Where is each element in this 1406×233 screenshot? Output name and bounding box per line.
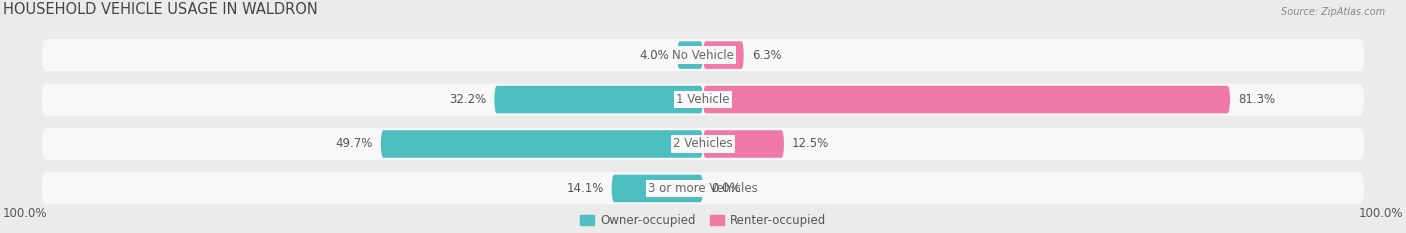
FancyBboxPatch shape [612, 175, 703, 202]
Text: 32.2%: 32.2% [449, 93, 486, 106]
Text: Source: ZipAtlas.com: Source: ZipAtlas.com [1281, 7, 1385, 17]
FancyBboxPatch shape [703, 41, 744, 69]
Text: 0.0%: 0.0% [711, 182, 741, 195]
Text: No Vehicle: No Vehicle [672, 49, 734, 62]
Text: 2 Vehicles: 2 Vehicles [673, 137, 733, 151]
FancyBboxPatch shape [42, 172, 1364, 204]
FancyBboxPatch shape [495, 86, 703, 113]
FancyBboxPatch shape [703, 130, 785, 158]
Text: 1 Vehicle: 1 Vehicle [676, 93, 730, 106]
FancyBboxPatch shape [42, 84, 1364, 116]
FancyBboxPatch shape [42, 128, 1364, 160]
Text: 100.0%: 100.0% [1358, 207, 1403, 220]
FancyBboxPatch shape [678, 41, 703, 69]
FancyBboxPatch shape [703, 86, 1230, 113]
FancyBboxPatch shape [381, 130, 703, 158]
Text: 49.7%: 49.7% [336, 137, 373, 151]
Text: 3 or more Vehicles: 3 or more Vehicles [648, 182, 758, 195]
Text: 81.3%: 81.3% [1237, 93, 1275, 106]
FancyBboxPatch shape [42, 39, 1364, 71]
Text: 12.5%: 12.5% [792, 137, 830, 151]
Text: 14.1%: 14.1% [567, 182, 603, 195]
Text: 100.0%: 100.0% [3, 207, 48, 220]
Legend: Owner-occupied, Renter-occupied: Owner-occupied, Renter-occupied [575, 209, 831, 232]
Text: 4.0%: 4.0% [640, 49, 669, 62]
Text: HOUSEHOLD VEHICLE USAGE IN WALDRON: HOUSEHOLD VEHICLE USAGE IN WALDRON [3, 2, 318, 17]
Text: 6.3%: 6.3% [752, 49, 782, 62]
